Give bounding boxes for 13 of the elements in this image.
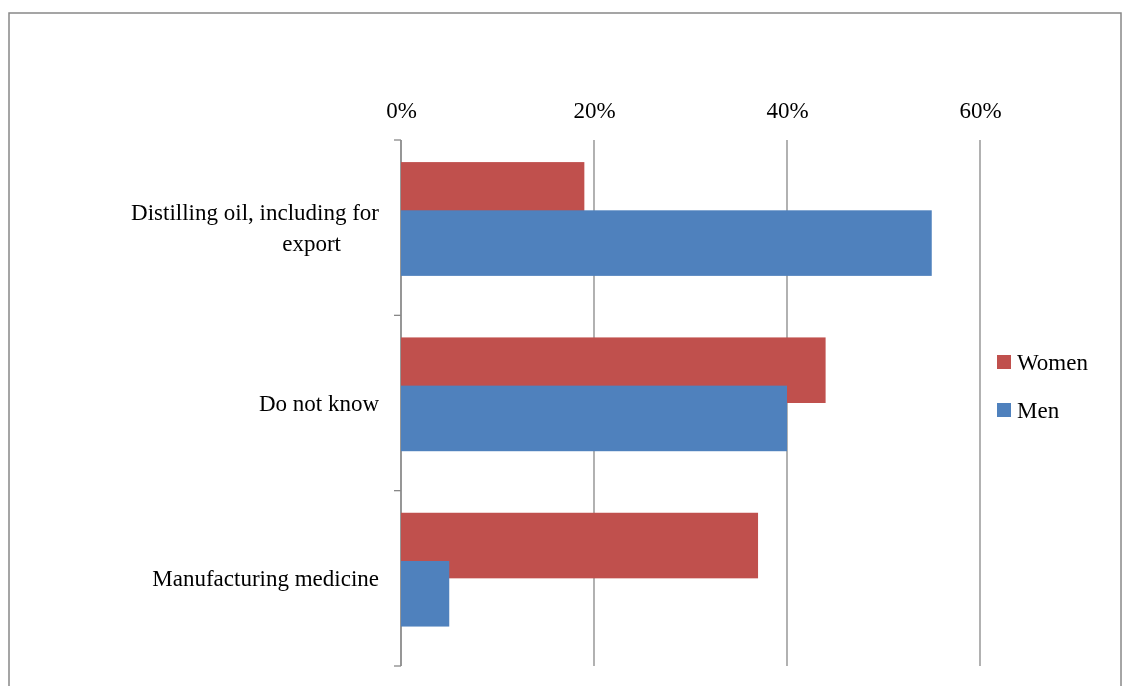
bar (401, 385, 787, 452)
legend-label: Women (1017, 350, 1089, 375)
legend-label: Men (1017, 398, 1060, 423)
bar (401, 210, 932, 276)
y-tick-label: Manufacturing medicine (152, 566, 379, 592)
x-tick-label: 0% (386, 98, 417, 123)
bar (401, 512, 759, 579)
x-tick-label: 40% (766, 98, 809, 123)
bar (401, 560, 450, 627)
x-tick-label: 20% (573, 98, 616, 123)
x-tick-label: 60% (959, 98, 1002, 123)
y-tick-label: Distilling oil, including for export (131, 200, 380, 257)
y-tick-label: Do not know (258, 391, 380, 416)
